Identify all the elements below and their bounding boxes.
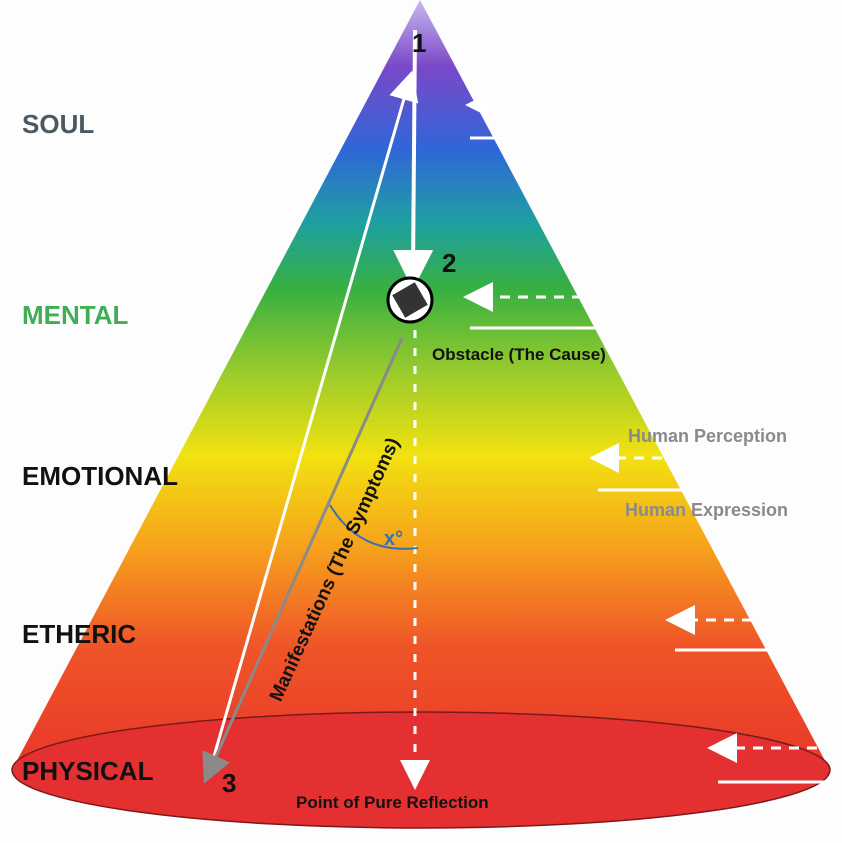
obstacle-label: Obstacle (The Cause) xyxy=(432,345,606,364)
point-label: 2 xyxy=(442,248,456,278)
perception-label: Human Perception xyxy=(628,426,787,446)
cone xyxy=(12,0,830,828)
point-label: 1 xyxy=(412,28,426,58)
obstacle-icon xyxy=(388,278,432,322)
level-label: EMOTIONAL xyxy=(22,461,178,491)
level-label: MENTAL xyxy=(22,300,129,330)
angle-label: x° xyxy=(384,528,403,550)
cone-diagram: SOUL MENTAL EMOTIONAL ETHERIC PHYSICAL 1… xyxy=(0,0,842,843)
level-label: SOUL xyxy=(22,109,94,139)
level-label: PHYSICAL xyxy=(22,756,154,786)
reflection-label: Point of Pure Reflection xyxy=(296,793,489,812)
arrow-1-2 xyxy=(413,30,415,270)
level-label: ETHERIC xyxy=(22,619,136,649)
point-label: 3 xyxy=(222,768,236,798)
cone-body xyxy=(12,0,830,828)
expression-label: Human Expression xyxy=(625,500,788,520)
